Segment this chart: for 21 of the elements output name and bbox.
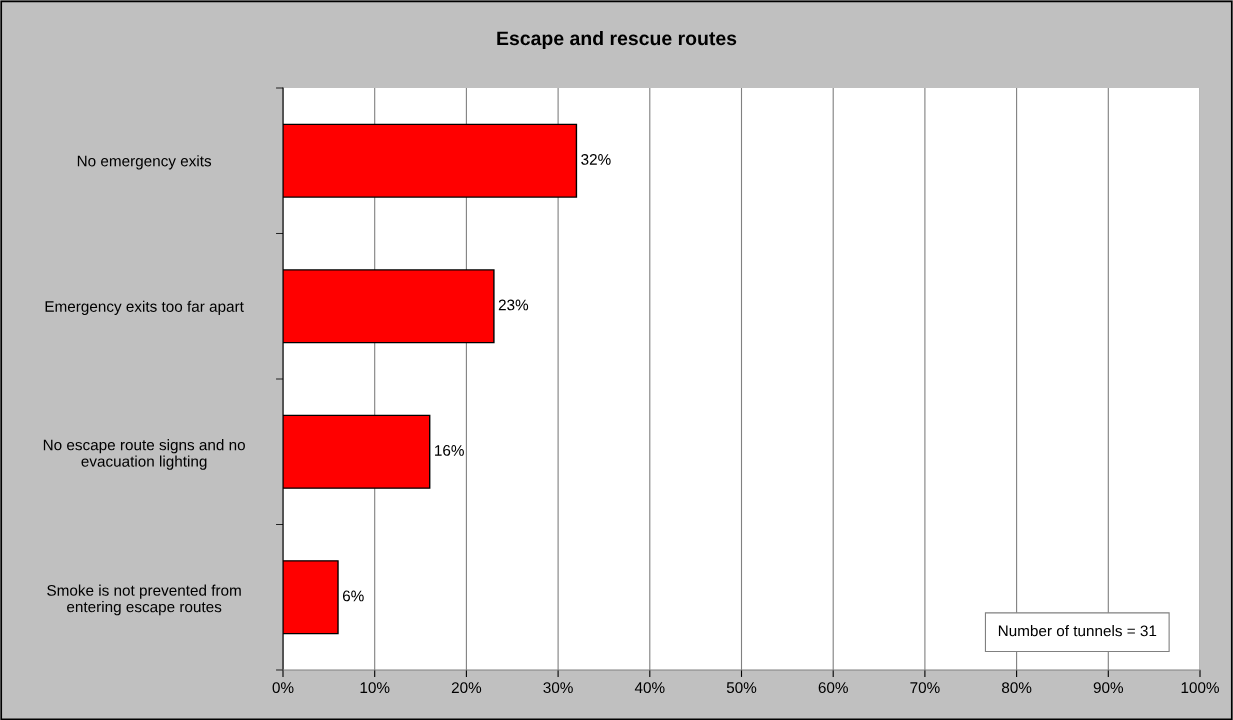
x-tick-label: 40%: [634, 682, 665, 694]
x-tick-label: 10%: [360, 682, 390, 694]
x-tick-label: 20%: [451, 682, 482, 694]
y-tick-label: Emergency exits too far apart: [45, 300, 244, 315]
x-tick-label: 0%: [272, 682, 294, 694]
x-tick-label: 90%: [1093, 682, 1124, 694]
data-label: 6%: [342, 590, 364, 602]
data-label: 16%: [435, 445, 464, 456]
data-label: 32%: [581, 154, 611, 165]
data-label: 23%: [498, 299, 529, 311]
x-tick-label: 50%: [726, 682, 757, 694]
annotation: Number of tunnels = 31: [998, 625, 1157, 637]
x-tick-label: 70%: [910, 682, 940, 694]
x-tick-label: 80%: [1001, 682, 1032, 694]
y-tick-label: No emergency exits: [77, 155, 212, 170]
x-tick-label: 60%: [818, 682, 848, 694]
y-tick-label: Smoke is not prevented from entering escape routes: [47, 584, 241, 616]
x-tick-label: 30%: [543, 682, 573, 694]
x-tick-label: 100%: [1181, 682, 1219, 694]
chart-title: Escape and rescue routes: [497, 30, 737, 50]
y-tick-label: No escape route signs and no evacuation lighting: [43, 439, 245, 470]
